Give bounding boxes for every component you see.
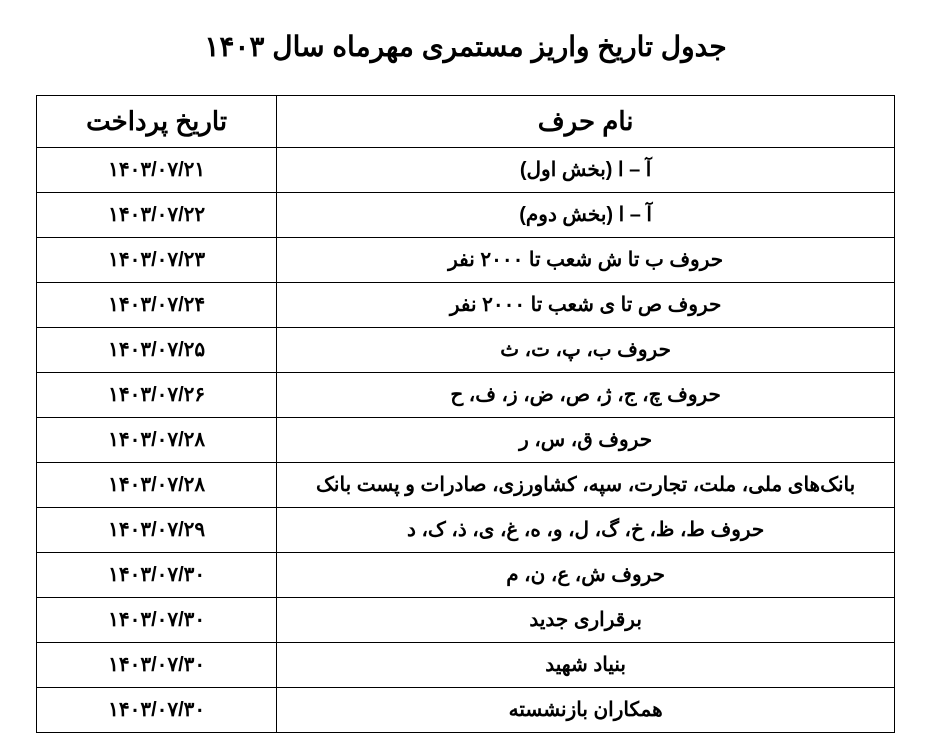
- cell-date: ۱۴۰۳/۰۷/۲۱: [37, 148, 277, 193]
- table-header-row: نام حرف تاریخ پرداخت: [37, 96, 895, 148]
- cell-date: ۱۴۰۳/۰۷/۳۰: [37, 598, 277, 643]
- table-row: حروف ب تا ش شعب تا ۲۰۰۰ نفر۱۴۰۳/۰۷/۲۳: [37, 238, 895, 283]
- table-row: حروف چ، ج، ژ، ص، ض، ز، ف، ح۱۴۰۳/۰۷/۲۶: [37, 373, 895, 418]
- cell-date: ۱۴۰۳/۰۷/۲۴: [37, 283, 277, 328]
- cell-date: ۱۴۰۳/۰۷/۲۵: [37, 328, 277, 373]
- cell-date: ۱۴۰۳/۰۷/۲۹: [37, 508, 277, 553]
- cell-letter: حروف ط، ظ، خ، گ، ل، و، ه، غ، ی، ذ، ک، د: [277, 508, 895, 553]
- cell-date: ۱۴۰۳/۰۷/۲۲: [37, 193, 277, 238]
- cell-letter: حروف ب، پ، ت، ث: [277, 328, 895, 373]
- table-row: حروف ط، ظ، خ، گ، ل، و، ه، غ، ی، ذ، ک، د۱…: [37, 508, 895, 553]
- table-row: آ – ا (بخش اول)۱۴۰۳/۰۷/۲۱: [37, 148, 895, 193]
- column-header-letter: نام حرف: [277, 96, 895, 148]
- cell-letter: بنیاد شهید: [277, 643, 895, 688]
- table-row: آ – ا (بخش دوم)۱۴۰۳/۰۷/۲۲: [37, 193, 895, 238]
- cell-letter: آ – ا (بخش دوم): [277, 193, 895, 238]
- page-title: جدول تاریخ واریز مستمری مهرماه سال ۱۴۰۳: [36, 30, 895, 63]
- cell-letter: حروف ص تا ی شعب تا ۲۰۰۰ نفر: [277, 283, 895, 328]
- table-row: بانک‌های ملی، ملت، تجارت، سپه، کشاورزی، …: [37, 463, 895, 508]
- cell-letter: حروف ب تا ش شعب تا ۲۰۰۰ نفر: [277, 238, 895, 283]
- cell-letter: بانک‌های ملی، ملت، تجارت، سپه، کشاورزی، …: [277, 463, 895, 508]
- cell-date: ۱۴۰۳/۰۷/۲۸: [37, 463, 277, 508]
- table-row: حروف ق، س، ر۱۴۰۳/۰۷/۲۸: [37, 418, 895, 463]
- table-row: بنیاد شهید۱۴۰۳/۰۷/۳۰: [37, 643, 895, 688]
- column-header-date: تاریخ پرداخت: [37, 96, 277, 148]
- payment-schedule-table: نام حرف تاریخ پرداخت آ – ا (بخش اول)۱۴۰۳…: [36, 95, 895, 733]
- cell-date: ۱۴۰۳/۰۷/۳۰: [37, 688, 277, 733]
- cell-date: ۱۴۰۳/۰۷/۳۰: [37, 643, 277, 688]
- table-row: برقراری جدید۱۴۰۳/۰۷/۳۰: [37, 598, 895, 643]
- table-row: حروف ص تا ی شعب تا ۲۰۰۰ نفر۱۴۰۳/۰۷/۲۴: [37, 283, 895, 328]
- cell-date: ۱۴۰۳/۰۷/۲۸: [37, 418, 277, 463]
- cell-letter: حروف ق، س، ر: [277, 418, 895, 463]
- cell-date: ۱۴۰۳/۰۷/۳۰: [37, 553, 277, 598]
- cell-letter: آ – ا (بخش اول): [277, 148, 895, 193]
- cell-letter: برقراری جدید: [277, 598, 895, 643]
- table-row: حروف ب، پ، ت، ث۱۴۰۳/۰۷/۲۵: [37, 328, 895, 373]
- cell-letter: حروف ش، ع، ن، م: [277, 553, 895, 598]
- cell-date: ۱۴۰۳/۰۷/۲۳: [37, 238, 277, 283]
- cell-date: ۱۴۰۳/۰۷/۲۶: [37, 373, 277, 418]
- cell-letter: همکاران بازنشسته: [277, 688, 895, 733]
- table-row: همکاران بازنشسته۱۴۰۳/۰۷/۳۰: [37, 688, 895, 733]
- cell-letter: حروف چ، ج، ژ، ص، ض، ز، ف، ح: [277, 373, 895, 418]
- table-row: حروف ش، ع، ن، م۱۴۰۳/۰۷/۳۰: [37, 553, 895, 598]
